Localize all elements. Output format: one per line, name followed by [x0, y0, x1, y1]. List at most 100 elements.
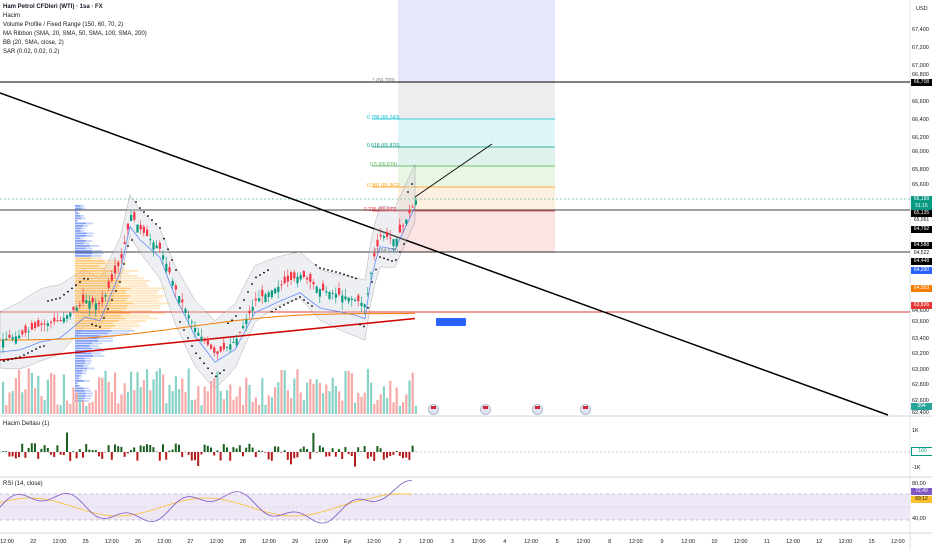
sar-dot: [387, 258, 389, 261]
descending-trendline[interactable]: [0, 92, 889, 416]
candle-body: [11, 337, 14, 340]
volume-tag[interactable]: 394: [911, 403, 932, 410]
delta-bar: [178, 444, 180, 452]
volume-bar: [2, 381, 5, 414]
volume-profile-bar: [75, 275, 114, 277]
delta-bar: [360, 451, 363, 452]
volume-profile-bar: [75, 357, 85, 360]
symbol-title[interactable]: Ham Petrol CFDleri (WTI) · 1sa · FX: [3, 4, 103, 10]
candle-body: [235, 338, 238, 346]
price-tag-64522[interactable]: 64,522: [911, 250, 932, 257]
candle-body: [94, 303, 97, 310]
us-flag-icon[interactable]: [580, 404, 591, 415]
sar-dot: [319, 267, 321, 269]
us-flag-icon[interactable]: [428, 404, 439, 415]
candle-body: [130, 215, 133, 221]
price-tag-64003[interactable]: 64,003: [911, 285, 932, 292]
volume-profile-bar: [86, 232, 94, 235]
candle-body: [59, 320, 62, 322]
price-tag-65061[interactable]: 65,061: [911, 217, 932, 224]
delta-bar: [293, 452, 296, 459]
legend-bb[interactable]: BB (20, SMA, close, 2): [3, 40, 64, 46]
price-tag-66708[interactable]: 66,708: [911, 79, 932, 86]
sar-dot: [35, 348, 37, 350]
volume-bar: [146, 369, 149, 414]
delta-bar: [85, 444, 88, 452]
delta-bar: [114, 444, 116, 452]
legend-sar[interactable]: SAR (0.02, 0.02, 0.2): [3, 49, 60, 55]
us-flag-icon[interactable]: [480, 404, 491, 415]
sar-dot: [83, 277, 85, 280]
candle-body: [283, 276, 286, 284]
rsi-tag[interactable]: 72,49: [911, 488, 932, 495]
currency-label[interactable]: USD: [916, 6, 928, 12]
volume-profile-bar: [106, 262, 127, 265]
volume-bar: [158, 368, 161, 414]
sar-dot: [363, 325, 365, 328]
volume-profile-bar: [115, 325, 141, 327]
delta-tag[interactable]: 160: [911, 447, 932, 456]
sar-dot: [379, 256, 381, 258]
delta-bar: [78, 449, 81, 452]
countdown-tag[interactable]: 51:15: [911, 203, 932, 210]
sar-dot: [295, 298, 297, 300]
volume-bar: [411, 372, 414, 414]
chart-legend[interactable]: Ham Petrol CFDleri (WTI) · 1sa · FX Haci…: [3, 3, 147, 57]
sar-dot: [199, 357, 201, 360]
legend-volume-profile[interactable]: Volume Profile / Fixed Range (150, 60, 7…: [3, 22, 124, 28]
delta-bar: [123, 452, 126, 457]
volume-bar: [130, 371, 133, 414]
volume-profile-bar: [98, 337, 113, 340]
volume-profile-bar: [125, 317, 158, 320]
candle-body: [334, 293, 337, 298]
volume-bar: [366, 368, 369, 414]
rsi-ma-tag[interactable]: 69,12: [911, 496, 932, 503]
delta-bar: [50, 452, 52, 455]
volume-bar: [280, 369, 283, 414]
delta-bar: [75, 452, 78, 459]
price-tag-64448[interactable]: 64,448: [911, 258, 932, 265]
us-flag-icon[interactable]: [532, 404, 543, 415]
time-label: 12:00: [419, 539, 434, 545]
sar-dot: [371, 281, 373, 283]
volume-profile-bar: [120, 280, 151, 282]
delta-bar: [34, 443, 36, 452]
target-trendline[interactable]: [414, 143, 493, 198]
price-tag-64792[interactable]: 64,792: [911, 226, 932, 233]
delta-bar: [37, 452, 40, 459]
volume-bar: [270, 397, 273, 414]
delta-bar: [24, 452, 27, 458]
delta-bar: [21, 443, 24, 452]
legend-ma-ribbon[interactable]: MA Ribbon (SMA, 20, SMA, 50, SMA, 100, S…: [3, 31, 147, 37]
rsi-pane-title[interactable]: RSI (14, close): [3, 481, 43, 487]
delta-bar: [152, 447, 155, 452]
price-label: 62,400: [912, 410, 929, 416]
sar-dot: [335, 271, 337, 273]
volume-profile-bar: [75, 237, 81, 240]
candle-body: [315, 286, 318, 293]
price-tag-63826[interactable]: 63,826: [911, 302, 932, 309]
price-tag-current[interactable]: 65,199: [911, 196, 932, 203]
order-label[interactable]: [436, 318, 466, 326]
delta-bar: [213, 452, 216, 456]
sar-dot: [171, 259, 173, 261]
volume-bar: [248, 384, 251, 414]
delta-pane-title[interactable]: Hacim Deltası (1): [3, 421, 50, 427]
price-label: 65,800: [912, 167, 929, 173]
plot-layer: [0, 164, 417, 524]
volume-bar: [11, 391, 14, 414]
sar-dot: [215, 375, 217, 378]
delta-bar: [379, 448, 382, 452]
volume-profile-bar: [75, 392, 86, 395]
price-tag-65135[interactable]: 65,135: [911, 210, 932, 217]
volume-bar: [50, 372, 53, 414]
price-label: 64,600: [912, 308, 929, 314]
volume-bar: [277, 382, 280, 414]
volume-profile-bar: [75, 235, 86, 237]
legend-volume[interactable]: Hacim: [3, 13, 21, 19]
time-label: 12:00: [838, 539, 853, 545]
price-tag-64390[interactable]: 64,390: [911, 267, 932, 274]
fib-label-0382: 0.382 (65,362): [367, 183, 400, 189]
price-tag-64588[interactable]: 64,588: [911, 242, 932, 249]
